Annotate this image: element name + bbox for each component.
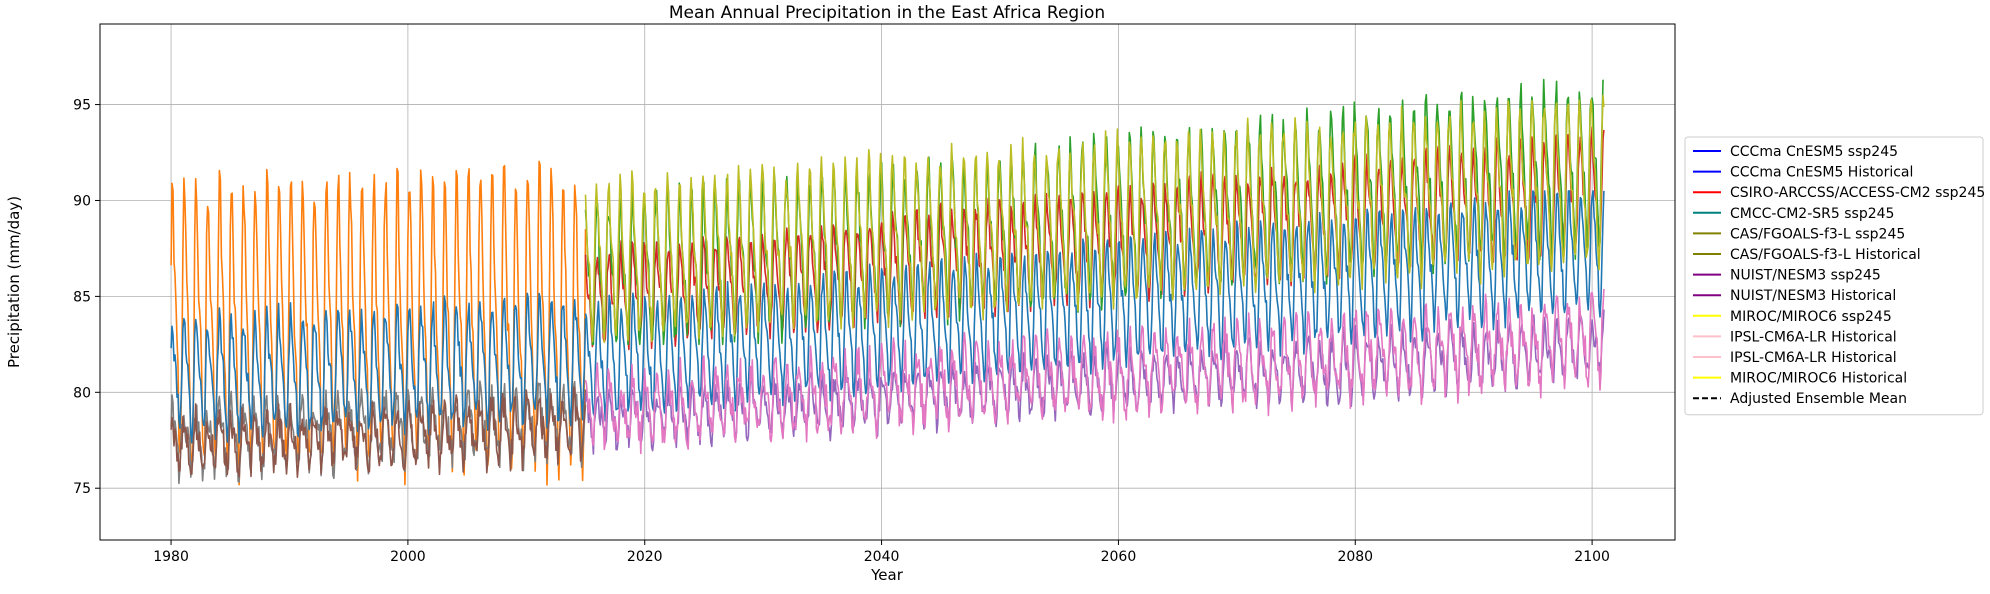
x-tick-label: 2040 [864, 549, 900, 565]
series-line-10 [584, 94, 1605, 344]
series-line-4 [170, 386, 587, 478]
legend-entry-label: Adjusted Ensemble Mean [1730, 391, 1907, 407]
x-tick-label: 2060 [1101, 549, 1137, 565]
y-tick-label: 80 [73, 385, 91, 401]
chart-title: Mean Annual Precipitation in the East Af… [669, 3, 1105, 23]
legend-entry-label: CCCma CnESM5 Historical [1730, 165, 1913, 181]
legend-entry-label: MIROC/MIROC6 ssp245 [1730, 309, 1892, 325]
legend-entry-label: CAS/FGOALS-f3-L ssp245 [1730, 226, 1905, 242]
series-line-2 [170, 292, 587, 444]
plot-frame [99, 23, 1676, 541]
legend: CCCma CnESM5 ssp245 CCCma CnESM5 Historic… [1684, 136, 1985, 416]
legend-entry-label: IPSL-CM6A-LR Historical [1730, 329, 1897, 345]
legend-entry-label: CMCC-CM2-SR5 ssp245 [1730, 206, 1894, 222]
y-axis-label: Precipitation (mm/day) [5, 196, 23, 368]
series-layer [170, 78, 1605, 486]
x-tick-label: 2000 [390, 549, 426, 565]
legend-entry-label: NUIST/NESM3 Historical [1730, 288, 1896, 304]
legend-entry-label: CSIRO-ARCCSS/ACCESS-CM2 ssp245 [1730, 185, 1985, 201]
x-tick-label: 2020 [627, 549, 663, 565]
y-tick-label: 85 [73, 289, 91, 305]
x-tick-label: 2100 [1574, 549, 1610, 565]
ticks: 1980 2000 2020 2040 2060 2080 2100 75 80 85 90 95 [73, 98, 1610, 565]
legend-entry-label: CCCma CnESM5 ssp245 [1730, 144, 1898, 160]
legend-entry-label: MIROC/MIROC6 Historical [1730, 371, 1907, 387]
series-line-5 [584, 190, 1605, 422]
y-tick-label: 75 [73, 481, 91, 497]
legend-box [1684, 136, 1984, 416]
y-tick-label: 90 [73, 193, 91, 209]
x-axis-label: Year [870, 566, 904, 584]
x-tick-label: 2080 [1337, 549, 1373, 565]
legend-entry-label: IPSL-CM6A-LR Historical [1730, 350, 1897, 366]
x-tick-label: 1980 [153, 549, 189, 565]
legend-entry-label: NUIST/NESM3 ssp245 [1730, 268, 1881, 284]
y-tick-label: 95 [73, 98, 91, 114]
legend-entry-label: CAS/FGOALS-f3-L Historical [1730, 247, 1921, 263]
series-line-7 [584, 288, 1605, 455]
